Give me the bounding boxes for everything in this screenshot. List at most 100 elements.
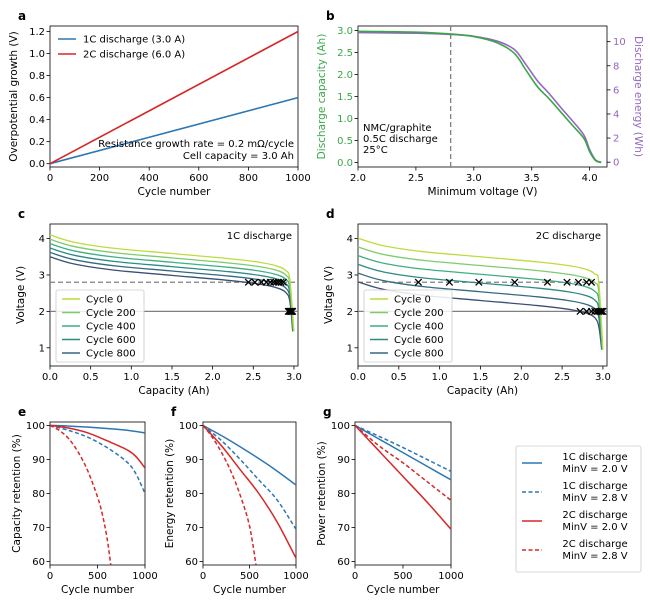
panel-g: 0 500 1000 60 70 80 90 100 Cycle number Power ret… xyxy=(316,405,464,596)
cross-marker xyxy=(277,278,285,286)
y-tick-label: 3 xyxy=(347,270,353,281)
capacity-line xyxy=(357,30,602,164)
y-axis-label: Capacity retention (%) xyxy=(11,434,23,553)
y-right-tick-label: 8 xyxy=(613,61,619,72)
x-tick-label: 500 xyxy=(240,571,259,582)
panel-a: 0 200 400 600 800 1000 0.0 0.2 0.4 0.6 0.8 1.0 1.2 Cy… xyxy=(8,9,311,198)
x-tick-label: 1000 xyxy=(132,571,157,582)
legend-label: 2C discharge (6.0 A) xyxy=(83,50,185,61)
panel-letter: c xyxy=(18,207,25,221)
retention-line xyxy=(50,424,145,469)
panel-letter: d xyxy=(326,207,335,221)
x-tick-label: 2.5 xyxy=(408,173,424,184)
y-tick-label: 100 xyxy=(179,421,198,432)
x-tick-label: 0.5 xyxy=(83,372,99,383)
panel-letter: f xyxy=(171,405,177,419)
x-axis-label: Cycle number xyxy=(61,584,135,596)
cross-marker xyxy=(511,278,519,286)
y-right-tick-label: 0 xyxy=(613,158,619,169)
axes-frame xyxy=(357,223,608,367)
legend-label: Cycle 600 xyxy=(86,335,136,346)
cross-marker xyxy=(289,307,297,316)
x-tick-label: 0.0 xyxy=(350,372,366,383)
y-tick-label: 60 xyxy=(185,557,198,568)
y-right-axis-label: Discharge energy (Wh) xyxy=(632,36,644,157)
retention-line xyxy=(355,424,451,530)
legend-label: 1C discharge xyxy=(562,452,627,463)
x-tick-label: 3.0 xyxy=(286,372,302,383)
y-right-tick-label: 2 xyxy=(613,134,619,145)
y-tick-label: 2.5 xyxy=(337,48,353,59)
axes-frame xyxy=(354,421,452,566)
retention-line xyxy=(50,424,145,434)
x-axis-label: Cycle number xyxy=(213,584,287,596)
retention-line xyxy=(203,424,296,486)
x-tick-label: 1.0 xyxy=(123,372,139,383)
y-tick-label: 1.5 xyxy=(337,92,353,103)
y-tick-label: 0.5 xyxy=(337,136,353,147)
y-right-tick-label: 4 xyxy=(613,109,619,120)
legend-box xyxy=(363,289,453,363)
legend-label: Cycle 200 xyxy=(86,308,136,319)
retention-line xyxy=(355,424,451,501)
panel-letter: g xyxy=(323,405,332,419)
x-axis-label: Capacity (Ah) xyxy=(138,385,209,397)
y-tick-label: 3.0 xyxy=(337,26,353,37)
annotation: Cell capacity = 3.0 Ah xyxy=(183,151,294,162)
legend-label: 1C discharge (3.0 A) xyxy=(83,35,185,46)
panel-letter: e xyxy=(18,405,26,419)
legend-label: 1C discharge xyxy=(562,481,627,492)
series-group xyxy=(355,424,451,530)
x-tick-label: 2.5 xyxy=(245,372,261,383)
cycle-curve xyxy=(357,237,604,350)
retention-line xyxy=(50,424,145,494)
x-tick-label: 1.0 xyxy=(432,372,448,383)
legend-label: 2C discharge xyxy=(562,539,627,550)
legend-label: Cycle 0 xyxy=(86,295,123,306)
y-tick-label: 70 xyxy=(185,523,198,534)
y-tick-label: 0.0 xyxy=(29,159,45,170)
y-tick-label: 70 xyxy=(337,523,350,534)
y-tick-label: 0.2 xyxy=(29,137,45,148)
y-axis-label: Power retention (%) xyxy=(316,441,328,545)
x-tick-label: 400 xyxy=(140,173,159,184)
axes-frame xyxy=(202,421,297,566)
x-tick-label: 2.0 xyxy=(513,372,529,383)
cycle-curve xyxy=(49,251,294,332)
y-tick-label: 2.0 xyxy=(337,70,353,81)
panel-b: 2.0 2.5 3.0 3.5 4.0 0.0 0.5 1.0 1.5 2.0 2.5 3.0 Mini… xyxy=(316,9,644,198)
retention-line xyxy=(50,424,112,565)
legend-label: MinV = 2.0 V xyxy=(562,522,627,533)
annotation: Resistance growth rate = 0.2 mΩ/cycle xyxy=(98,139,294,150)
y-tick-label: 100 xyxy=(331,421,350,432)
y-right-tick-label: 10 xyxy=(613,37,626,48)
x-axis-label: Capacity (Ah) xyxy=(447,385,518,397)
y-axis-label: Overpotential growth (V) xyxy=(8,31,20,162)
x-tick-label: 1.5 xyxy=(164,372,180,383)
series-line xyxy=(49,30,299,165)
axes-frame xyxy=(49,421,146,566)
panel-letter: a xyxy=(18,9,26,23)
panel-d: 0.0 0.5 1.0 1.5 2.0 2.5 3.0 1 2 3 4 Capacity (Ah) Vo… xyxy=(323,207,611,397)
x-tick-label: 2.5 xyxy=(554,372,570,383)
cross-marker xyxy=(445,278,454,286)
series-line xyxy=(49,96,299,165)
y-axis-label: Discharge capacity (Ah) xyxy=(316,34,328,160)
cross-marker xyxy=(251,278,259,286)
y-tick-label: 0.8 xyxy=(29,71,45,82)
x-axis-label: Minimum voltage (V) xyxy=(428,186,538,198)
cross-marker xyxy=(576,307,584,316)
x-tick-label: 1.5 xyxy=(473,372,489,383)
series-group xyxy=(50,424,145,565)
legend-label: MinV = 2.0 V xyxy=(562,464,627,475)
retention-line xyxy=(203,424,296,530)
cross-marker xyxy=(574,278,583,286)
cycle-curve xyxy=(357,263,603,350)
x-tick-label: 800 xyxy=(239,173,258,184)
y-axis-label: Voltage (V) xyxy=(15,266,27,324)
y-tick-label: 60 xyxy=(32,557,45,568)
panel-e: 0 500 1000 60 70 80 90 100 Cycle number Capacity … xyxy=(11,405,158,596)
legend-box xyxy=(55,289,145,363)
cross-marker xyxy=(266,278,275,286)
